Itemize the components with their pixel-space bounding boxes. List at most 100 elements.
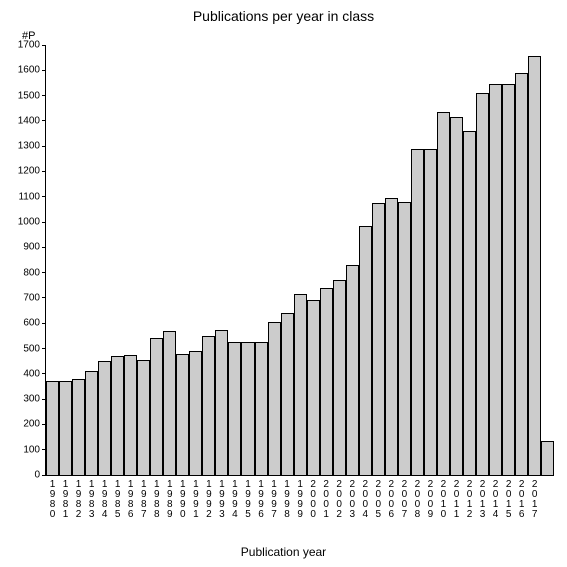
bar-slot: 2017 — [528, 45, 541, 475]
x-tick-label: 2004 — [360, 479, 371, 519]
bar-slot: 1994 — [228, 45, 241, 475]
bar — [176, 354, 189, 475]
bar-slot — [541, 45, 554, 475]
bar — [502, 84, 515, 475]
bar-slot: 2013 — [476, 45, 489, 475]
x-tick-label: 1986 — [125, 479, 136, 519]
x-tick-label: 2007 — [399, 479, 410, 519]
x-tick-label: 1991 — [190, 479, 201, 519]
bar-slot: 1988 — [150, 45, 163, 475]
y-tick — [42, 323, 46, 324]
bar — [215, 330, 228, 475]
y-tick-label: 900 — [23, 242, 40, 253]
bar — [72, 379, 85, 475]
bar — [515, 73, 528, 475]
bar — [124, 355, 137, 475]
y-tick — [42, 247, 46, 248]
bar-slot: 2000 — [307, 45, 320, 475]
bar-slot: 2004 — [359, 45, 372, 475]
x-tick-label: 1990 — [177, 479, 188, 519]
bar — [46, 381, 59, 475]
bar-slot: 1997 — [268, 45, 281, 475]
bar — [189, 351, 202, 475]
y-tick — [42, 45, 46, 46]
x-tick-label: 1995 — [242, 479, 253, 519]
y-tick — [42, 373, 46, 374]
x-tick-label: 1996 — [256, 479, 267, 519]
y-tick — [42, 449, 46, 450]
bar-slot: 1986 — [124, 45, 137, 475]
y-tick-label: 400 — [23, 368, 40, 379]
y-tick-label: 700 — [23, 292, 40, 303]
plot-area: 1980198119821983198419851986198719881989… — [45, 45, 554, 476]
bar-slot: 2012 — [463, 45, 476, 475]
bar — [372, 203, 385, 475]
bar-slot: 2002 — [333, 45, 346, 475]
bar — [150, 338, 163, 475]
x-tick-label: 1997 — [269, 479, 280, 519]
bar-slot: 2011 — [450, 45, 463, 475]
bar — [528, 56, 541, 475]
x-tick-label: 2008 — [412, 479, 423, 519]
bar — [85, 371, 98, 475]
bar — [476, 93, 489, 475]
x-tick-label: 2015 — [503, 479, 514, 519]
x-tick-label: 2001 — [321, 479, 332, 519]
bars-group: 1980198119821983198419851986198719881989… — [46, 45, 554, 475]
bar-slot: 2009 — [424, 45, 437, 475]
bar — [346, 265, 359, 475]
x-tick-label: 1984 — [99, 479, 110, 519]
bar — [320, 288, 333, 475]
bar — [59, 381, 72, 475]
x-tick-label: 2011 — [451, 479, 462, 519]
bar-slot: 1990 — [176, 45, 189, 475]
bar-slot: 1987 — [137, 45, 150, 475]
x-tick-label: 1988 — [151, 479, 162, 519]
y-tick-label: 300 — [23, 394, 40, 405]
bar-slot: 1989 — [163, 45, 176, 475]
bar — [450, 117, 463, 475]
bar-slot: 1985 — [111, 45, 124, 475]
bar-slot: 2010 — [437, 45, 450, 475]
y-tick — [42, 196, 46, 197]
bar — [398, 202, 411, 475]
bar — [98, 361, 111, 475]
x-tick-label: 2014 — [490, 479, 501, 519]
bar-slot: 2006 — [385, 45, 398, 475]
bar — [163, 331, 176, 475]
bar — [541, 441, 554, 475]
bar — [241, 342, 254, 475]
x-tick-label: 2017 — [529, 479, 540, 519]
x-tick-label: 1992 — [203, 479, 214, 519]
bar — [255, 342, 268, 475]
bar — [359, 226, 372, 475]
y-tick — [42, 424, 46, 425]
bar-slot: 1980 — [46, 45, 59, 475]
x-tick-label: 2009 — [425, 479, 436, 519]
y-tick — [42, 171, 46, 172]
bar-slot: 1983 — [85, 45, 98, 475]
y-tick-label: 100 — [23, 444, 40, 455]
bar — [307, 300, 320, 475]
bar-slot: 2008 — [411, 45, 424, 475]
bar-slot: 1984 — [98, 45, 111, 475]
y-tick — [42, 475, 46, 476]
bar — [268, 322, 281, 475]
x-tick-label: 1985 — [112, 479, 123, 519]
bar-slot: 2001 — [320, 45, 333, 475]
bar-slot: 2016 — [515, 45, 528, 475]
x-tick-label: 1993 — [216, 479, 227, 519]
x-tick-label: 1983 — [86, 479, 97, 519]
y-tick — [42, 70, 46, 71]
y-tick — [42, 222, 46, 223]
y-tick-label: 0 — [34, 470, 40, 481]
bar-slot: 2007 — [398, 45, 411, 475]
bar — [333, 280, 346, 475]
y-tick-label: 1100 — [18, 191, 40, 202]
bar-slot: 2003 — [346, 45, 359, 475]
y-tick-label: 800 — [23, 267, 40, 278]
bar-slot: 2015 — [502, 45, 515, 475]
bar-slot: 1981 — [59, 45, 72, 475]
y-tick — [42, 120, 46, 121]
y-tick — [42, 348, 46, 349]
